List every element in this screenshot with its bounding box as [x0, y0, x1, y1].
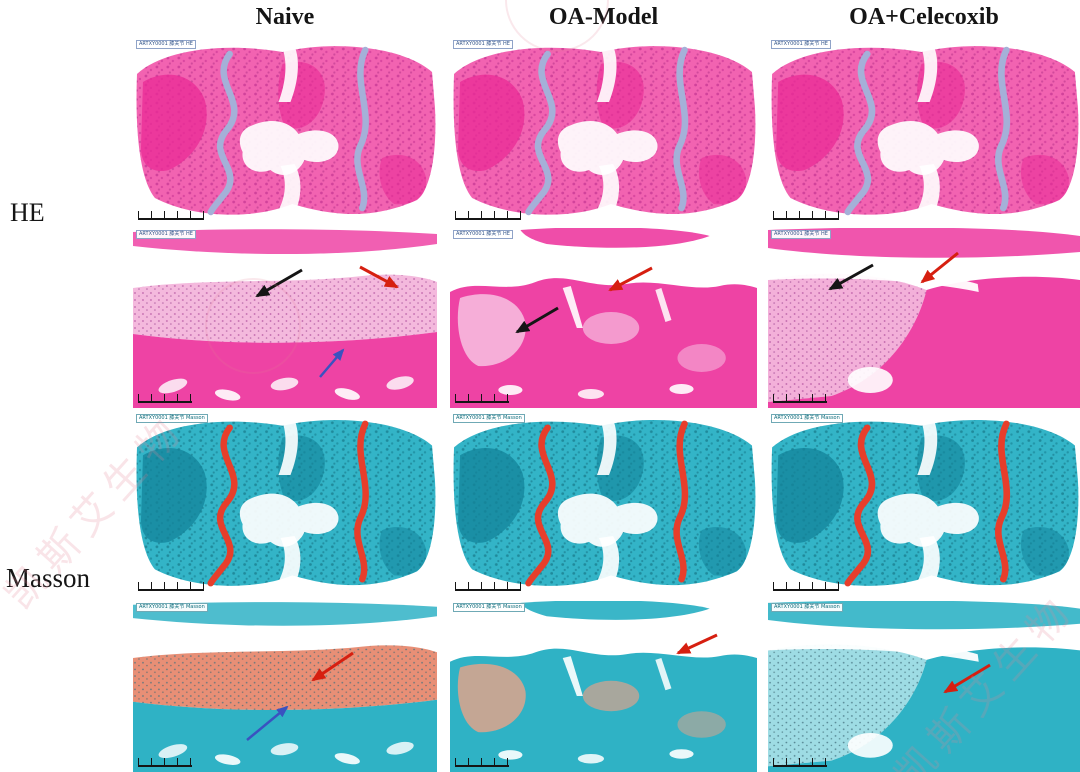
slide-label: ARTXY0001 膝关节 Masson [136, 414, 208, 423]
row-label-masson: Masson [6, 563, 91, 593]
panel-he-low-oa-model: ARTXY0001 膝关节 HE [450, 38, 757, 225]
panel-he-low-oa-celecoxib: ARTXY0001 膝关节 HE [768, 38, 1080, 225]
panel-masson-high-naive: ARTXY0001 膝关节 Masson [133, 601, 437, 772]
slide-label: ARTXY0001 膝关节 Masson [453, 414, 525, 423]
masson-low-naive-micrograph [133, 412, 437, 596]
panel-masson-low-naive: ARTXY0001 膝关节 Masson [133, 412, 437, 596]
scale-bar [455, 211, 521, 220]
red-arrow-icon [943, 663, 991, 694]
panel-he-high-oa-model: ARTXY0001 膝关节 HE [450, 228, 757, 408]
column-header-naive: Naive [255, 4, 315, 30]
he-low-oa-model-micrograph [450, 38, 757, 225]
panel-he-high-naive: ARTXY0001 膝关节 HE [133, 228, 437, 408]
slide-label: ARTXY0001 膝关节 Masson [453, 603, 525, 612]
he-low-oa-celecoxib-micrograph [768, 38, 1080, 225]
slide-label: ARTXY0001 膝关节 HE [453, 230, 513, 239]
row-label-he: HE [10, 198, 45, 227]
scale-bar [773, 394, 827, 403]
black-arrow-icon [515, 306, 559, 334]
column-header-oa-model: OA-Model [548, 4, 659, 30]
slide-label: ARTXY0001 膝关节 HE [136, 40, 196, 49]
black-arrow-icon [828, 263, 874, 291]
slide-label: ARTXY0001 膝关节 HE [771, 40, 831, 49]
black-arrow-icon [255, 268, 303, 298]
panel-masson-low-oa-model: ARTXY0001 膝关节 Masson [450, 412, 757, 596]
panel-masson-high-oa-model: ARTXY0001 膝关节 Masson [450, 601, 757, 772]
slide-label: ARTXY0001 膝关节 HE [136, 230, 196, 239]
red-arrow-icon [920, 251, 959, 284]
column-header-oa-celecoxib: OA+Celecoxib [849, 4, 999, 30]
red-arrow-icon [676, 633, 718, 655]
slide-label: ARTXY0001 膝关节 HE [771, 230, 831, 239]
panel-masson-low-oa-celecoxib: ARTXY0001 膝关节 Masson [768, 412, 1080, 596]
scale-bar [455, 758, 509, 767]
red-arrow-icon [359, 265, 399, 289]
scale-bar [773, 211, 839, 220]
he-low-naive-micrograph [133, 38, 437, 225]
red-arrow-icon [311, 651, 354, 682]
red-arrow-icon [608, 266, 653, 292]
blue-arrow-icon [246, 705, 289, 741]
scale-bar [773, 758, 827, 767]
scale-bar [138, 394, 192, 403]
panel-he-high-oa-celecoxib: ARTXY0001 膝关节 HE [768, 228, 1080, 408]
slide-label: ARTXY0001 膝关节 HE [453, 40, 513, 49]
scale-bar [138, 211, 204, 220]
masson-low-oa-celecoxib-micrograph [768, 412, 1080, 596]
scale-bar [455, 582, 521, 591]
blue-arrow-icon [319, 348, 345, 378]
panel-he-low-naive: ARTXY0001 膝关节 HE [133, 38, 437, 225]
masson-low-oa-model-micrograph [450, 412, 757, 596]
slide-label: ARTXY0001 膝关节 Masson [771, 603, 843, 612]
scale-bar [455, 394, 509, 403]
slide-label: ARTXY0001 膝关节 Masson [136, 603, 208, 612]
scale-bar [138, 758, 192, 767]
slide-label: ARTXY0001 膝关节 Masson [771, 414, 843, 423]
panel-masson-high-oa-celecoxib: ARTXY0001 膝关节 Masson [768, 601, 1080, 772]
scale-bar [138, 582, 204, 591]
scale-bar [773, 582, 839, 591]
